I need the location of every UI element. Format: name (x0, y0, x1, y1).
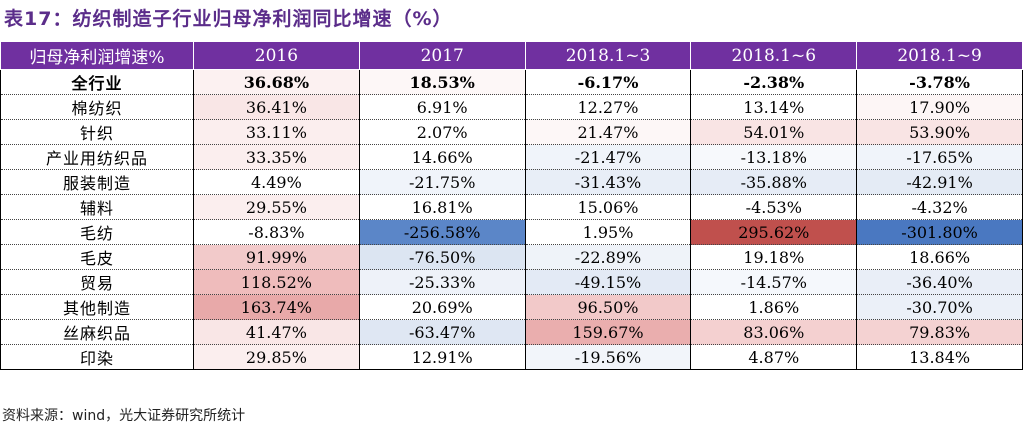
table-row: 丝麻织品 41.47% -63.47% 159.67% 83.06% 79.83% (0, 319, 1023, 345)
table-cell: -256.58% (358, 219, 526, 245)
table-cell: -21.75% (358, 169, 526, 195)
table-cell: -36.40% (856, 269, 1023, 295)
table-cell: 36.41% (193, 94, 360, 120)
table-cell: 18.66% (856, 244, 1023, 270)
row-label: 针织 (0, 119, 194, 145)
table-row: 产业用纺织品 33.35% 14.66% -21.47% -13.18% -17.65% (0, 144, 1023, 170)
table-cell: -31.43% (524, 169, 692, 195)
table-cell: 159.67% (524, 319, 692, 345)
table-cell: 4.49% (193, 169, 360, 195)
table-cell: -17.65% (856, 144, 1023, 170)
table-cell: 295.62% (690, 219, 858, 245)
table-cell: -8.83% (193, 219, 360, 245)
header-cell-2018q3: 2018.1~9 (856, 41, 1023, 70)
table-body: 全行业 36.68% 18.53% -6.17% -2.38% -3.78% 棉纺织 36.4… (0, 69, 1023, 370)
table-cell: -4.32% (856, 194, 1023, 220)
table-row: 辅料 29.55% 16.81% 15.06% -4.53% -4.32% (0, 194, 1023, 220)
row-label: 服装制造 (0, 169, 194, 195)
row-label: 印染 (0, 344, 194, 370)
table-cell: 16.81% (358, 194, 526, 220)
table-cell: 12.27% (524, 94, 692, 120)
table-cell: 36.68% (193, 69, 360, 95)
table-cell: -25.33% (358, 269, 526, 295)
table-cell: 118.52% (193, 269, 360, 295)
table-row: 印染 29.85% 12.91% -19.56% 4.87% 13.84% (0, 344, 1023, 370)
table-cell: 163.74% (193, 294, 360, 320)
row-label: 其他制造 (0, 294, 194, 320)
table-cell: 96.50% (524, 294, 692, 320)
table-row: 针织 33.11% 2.07% 21.47% 54.01% 53.90% (0, 119, 1023, 145)
table-cell: 14.66% (358, 144, 526, 170)
row-label: 毛皮 (0, 244, 194, 270)
table-title: 表17：纺织制造子行业归母净利润同比增速（%） (4, 8, 453, 30)
table-cell: -6.17% (524, 69, 692, 95)
table-cell: 29.55% (193, 194, 360, 220)
table-cell: 33.35% (193, 144, 360, 170)
table-cell: 33.11% (193, 119, 360, 145)
table-cell: -4.53% (690, 194, 858, 220)
table-cell: 54.01% (690, 119, 858, 145)
header-cell-2018h1: 2018.1~6 (690, 41, 858, 70)
table-cell: 20.69% (358, 294, 526, 320)
table-cell: 29.85% (193, 344, 360, 370)
table-cell: 12.91% (358, 344, 526, 370)
table-cell: -21.47% (524, 144, 692, 170)
row-label: 产业用纺织品 (0, 144, 194, 170)
table-row: 其他制造 163.74% 20.69% 96.50% 1.86% -30.70% (0, 294, 1023, 320)
table-cell: 83.06% (690, 319, 858, 345)
table-cell: -301.80% (856, 219, 1023, 245)
source-note: 资料来源：wind，光大证券研究所统计 (2, 408, 246, 424)
table-cell: 21.47% (524, 119, 692, 145)
table-cell: 13.84% (856, 344, 1023, 370)
table-cell: -42.91% (856, 169, 1023, 195)
table-cell: 6.91% (358, 94, 526, 120)
table-cell: 13.14% (690, 94, 858, 120)
table-cell: -14.57% (690, 269, 858, 295)
table-cell: -30.70% (856, 294, 1023, 320)
table-row: 毛纺 -8.83% -256.58% 1.95% 295.62% -301.80% (0, 219, 1023, 245)
table-cell: -49.15% (524, 269, 692, 295)
table-row: 棉纺织 36.41% 6.91% 12.27% 13.14% 17.90% (0, 94, 1023, 120)
header-cell-2018q1: 2018.1~3 (524, 41, 692, 70)
table-cell: -63.47% (358, 319, 526, 345)
table-cell: 91.99% (193, 244, 360, 270)
table-cell: -76.50% (358, 244, 526, 270)
row-label: 丝麻织品 (0, 319, 194, 345)
table-cell: 79.83% (856, 319, 1023, 345)
table-row: 毛皮 91.99% -76.50% -22.89% 19.18% 18.66% (0, 244, 1023, 270)
table-cell: 1.86% (690, 294, 858, 320)
table-cell: 15.06% (524, 194, 692, 220)
table-cell: -2.38% (690, 69, 858, 95)
table-cell: -19.56% (524, 344, 692, 370)
table-row: 全行业 36.68% 18.53% -6.17% -2.38% -3.78% (0, 69, 1023, 95)
table-cell: 19.18% (690, 244, 858, 270)
data-table: 归母净利润增速% 2016 2017 2018.1~3 2018.1~6 201… (0, 41, 1023, 370)
table-cell: 4.87% (690, 344, 858, 370)
table-cell: 18.53% (358, 69, 526, 95)
header-cell-label: 归母净利润增速% (0, 41, 194, 70)
table-cell: 41.47% (193, 319, 360, 345)
table-cell: 17.90% (856, 94, 1023, 120)
row-label: 贸易 (0, 269, 194, 295)
row-label: 辅料 (0, 194, 194, 220)
row-label: 全行业 (0, 69, 194, 95)
header-cell-2016: 2016 (193, 41, 360, 70)
row-label: 棉纺织 (0, 94, 194, 120)
table-cell: -3.78% (856, 69, 1023, 95)
table-row: 服装制造 4.49% -21.75% -31.43% -35.88% -42.91% (0, 169, 1023, 195)
table-cell: -13.18% (690, 144, 858, 170)
header-cell-2017: 2017 (358, 41, 526, 70)
table-cell: 53.90% (856, 119, 1023, 145)
table-cell: 2.07% (358, 119, 526, 145)
table-cell: -35.88% (690, 169, 858, 195)
row-label: 毛纺 (0, 219, 194, 245)
table-row: 贸易 118.52% -25.33% -49.15% -14.57% -36.40% (0, 269, 1023, 295)
table-cell: -22.89% (524, 244, 692, 270)
header-row: 归母净利润增速% 2016 2017 2018.1~3 2018.1~6 201… (0, 41, 1023, 70)
table-cell: 1.95% (524, 219, 692, 245)
